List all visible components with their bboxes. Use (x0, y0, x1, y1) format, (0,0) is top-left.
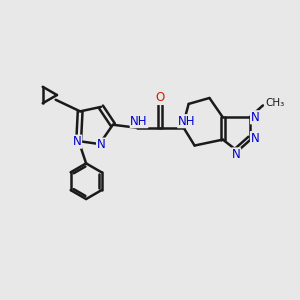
Text: N: N (232, 148, 241, 161)
Text: N: N (97, 138, 105, 151)
Text: NH: NH (178, 115, 195, 128)
Text: NH: NH (130, 115, 148, 128)
Text: N: N (250, 132, 259, 145)
Text: O: O (156, 92, 165, 104)
Text: N: N (250, 111, 259, 124)
Text: CH₃: CH₃ (265, 98, 285, 108)
Text: N: N (73, 135, 82, 148)
